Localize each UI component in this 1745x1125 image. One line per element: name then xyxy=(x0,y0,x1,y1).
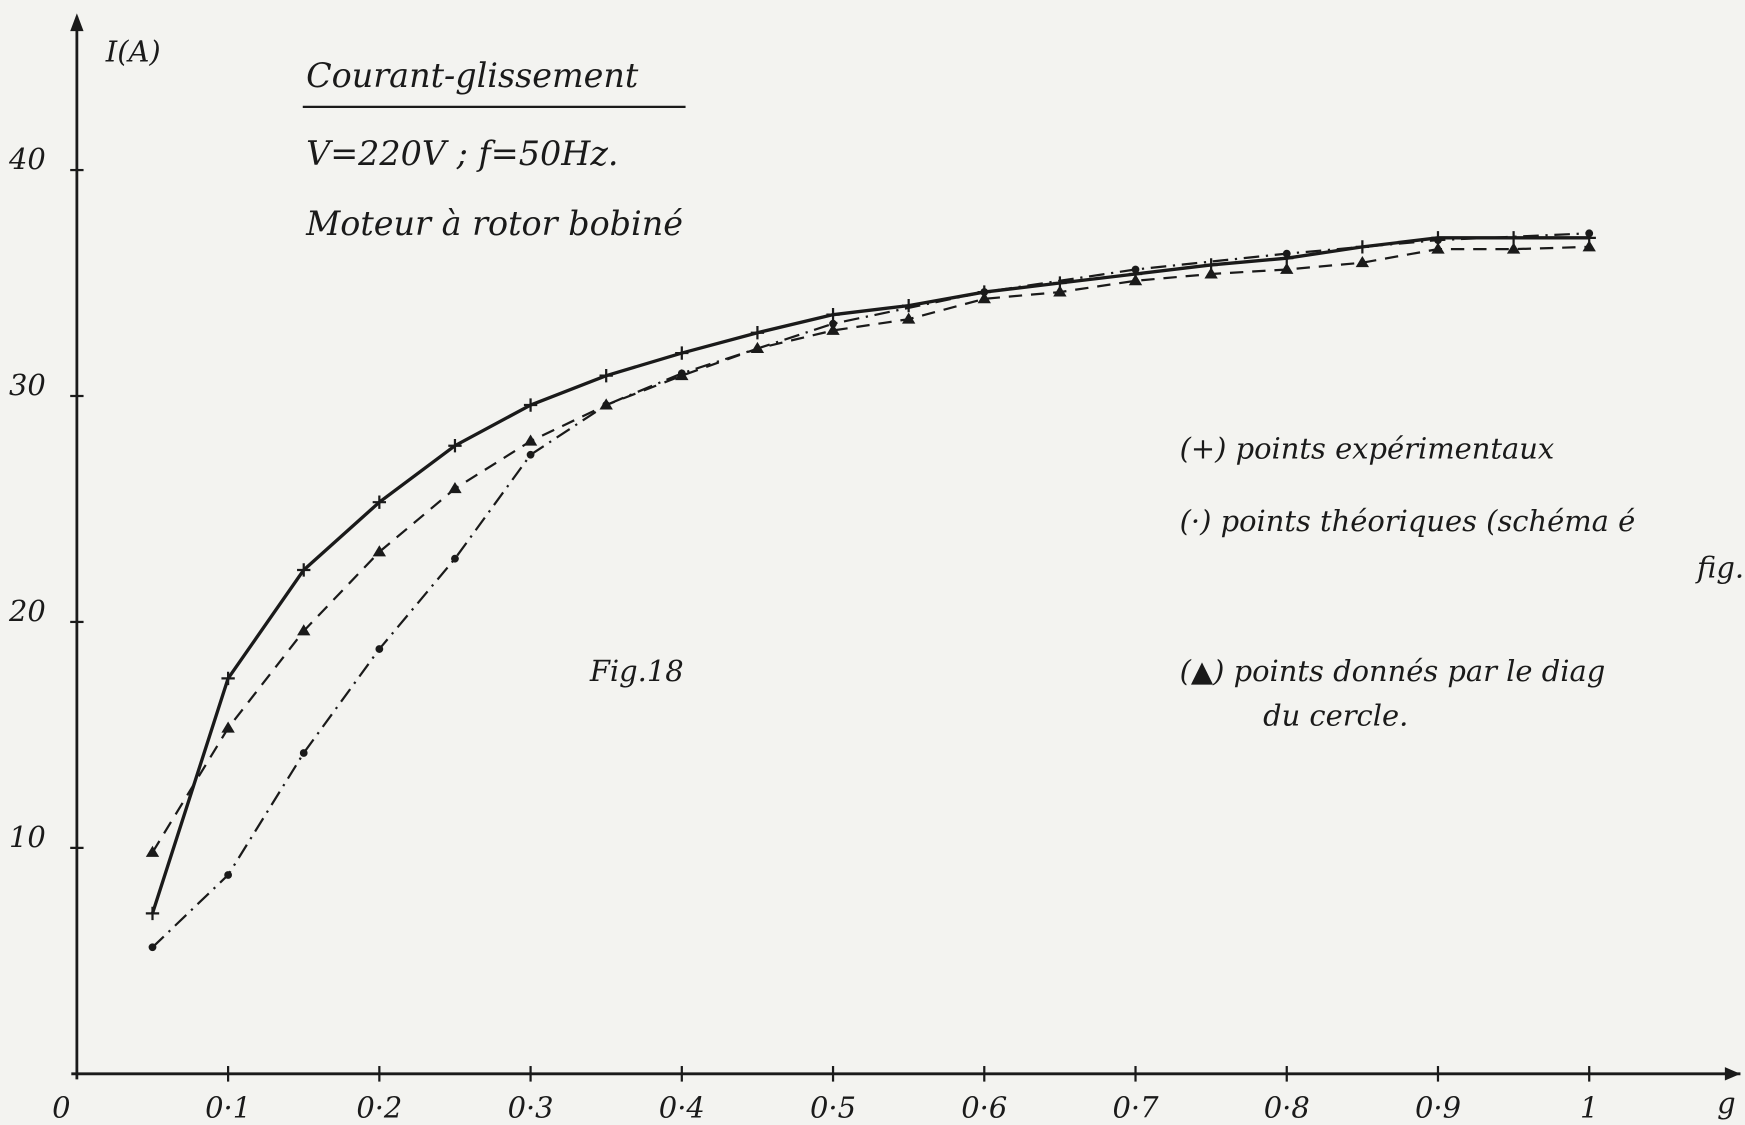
series-line xyxy=(151,245,1590,853)
marker-plus xyxy=(1355,240,1370,254)
x-tick-label: 0·1 xyxy=(205,1090,251,1124)
y-axis-arrow xyxy=(70,13,84,32)
marker-triangle xyxy=(523,434,538,446)
marker-plus xyxy=(221,671,235,686)
annotation: du cercle. xyxy=(1263,699,1408,733)
legend-entry: (+) points expérimentaux xyxy=(1180,432,1555,466)
marker-plus xyxy=(372,495,387,509)
marker-triangle xyxy=(826,323,840,335)
marker-plus xyxy=(599,368,613,383)
series-line xyxy=(151,232,1590,949)
x-axis-arrow xyxy=(1724,1067,1741,1081)
marker-plus xyxy=(826,307,840,322)
figure-label: Fig.18 xyxy=(589,654,684,688)
marker-triangle xyxy=(901,312,916,324)
marker-triangle xyxy=(448,481,462,494)
marker-plus xyxy=(675,346,689,360)
x-tick-label: 0·3 xyxy=(508,1090,554,1124)
x-tick-label: 0·2 xyxy=(356,1090,402,1124)
x-tick-label: 0 xyxy=(52,1090,70,1124)
marker-triangle xyxy=(372,545,387,557)
y-tick-label: 10 xyxy=(9,820,46,854)
marker-plus xyxy=(523,398,538,412)
marker-dot xyxy=(451,554,459,563)
y-axis-label: I(A) xyxy=(105,34,161,68)
subtitle: V=220V ; f=50Hz. xyxy=(306,134,618,173)
marker-dot xyxy=(375,645,384,653)
x-tick-label: 0·9 xyxy=(1415,1090,1461,1124)
marker-dot xyxy=(1131,265,1140,274)
marker-dot xyxy=(526,450,535,459)
marker-triangle xyxy=(297,624,311,636)
marker-dot xyxy=(299,749,308,757)
series-line xyxy=(150,236,1590,914)
x-tick-label: 0·6 xyxy=(961,1090,1007,1124)
x-tick-label: 0·4 xyxy=(659,1090,705,1124)
chart-title: Courant-glissement xyxy=(306,56,639,95)
x-tick-label: 1 xyxy=(1580,1090,1598,1124)
marker-triangle xyxy=(1582,240,1596,252)
marker-dot xyxy=(148,943,157,952)
marker-triangle xyxy=(1506,242,1521,254)
marker-dot xyxy=(1434,236,1442,244)
marker-dot xyxy=(224,871,233,879)
marker-plus xyxy=(901,298,916,313)
marker-plus xyxy=(297,563,311,577)
marker-triangle xyxy=(221,721,235,733)
y-tick-label: 40 xyxy=(8,142,46,176)
marker-dot xyxy=(980,288,989,296)
marker-triangle xyxy=(599,398,613,410)
subtitle: Moteur à rotor bobiné xyxy=(305,204,683,243)
x-tick-label: 0·7 xyxy=(1113,1090,1160,1124)
annotation: fig. xyxy=(1695,551,1744,585)
marker-plus xyxy=(750,326,765,340)
marker-triangle xyxy=(1431,242,1445,254)
marker-plus xyxy=(145,906,160,921)
y-tick-label: 20 xyxy=(8,594,46,628)
marker-plus xyxy=(448,439,462,453)
marker-dot xyxy=(1282,249,1291,258)
x-axis-label: g xyxy=(1717,1086,1736,1120)
y-tick-label: 30 xyxy=(9,368,46,402)
marker-triangle xyxy=(675,368,689,381)
marker-triangle xyxy=(1204,267,1218,279)
marker-triangle xyxy=(1128,274,1143,286)
marker-triangle xyxy=(145,845,160,857)
marker-triangle xyxy=(750,341,765,354)
marker-dot xyxy=(829,319,837,328)
marker-plus xyxy=(1506,231,1521,245)
x-tick-label: 0·5 xyxy=(810,1090,856,1124)
marker-triangle xyxy=(1280,262,1294,274)
marker-dot xyxy=(1585,229,1594,238)
legend-entry: (·) points théoriques (schéma é xyxy=(1180,504,1636,538)
x-tick-label: 0·8 xyxy=(1264,1090,1310,1124)
marker-triangle xyxy=(1053,285,1067,297)
marker-triangle xyxy=(1355,256,1370,268)
legend-entry: (▲) points donnés par le diag xyxy=(1180,654,1606,688)
marker-triangle xyxy=(977,292,991,304)
